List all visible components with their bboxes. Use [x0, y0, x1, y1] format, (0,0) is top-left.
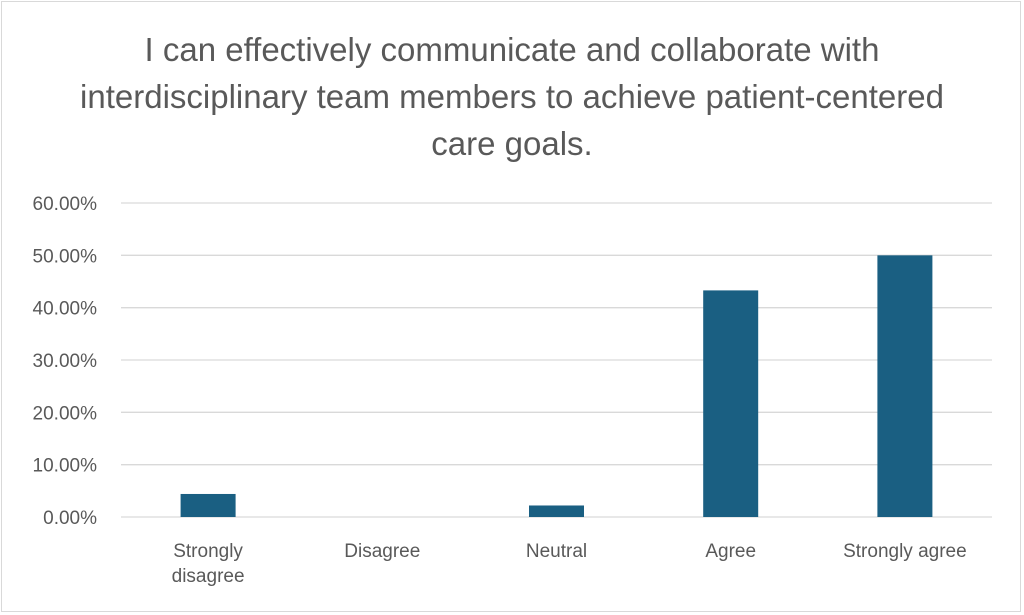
x-tick-label: Disagree	[344, 541, 420, 562]
x-tick-label: Strongly disagree	[172, 541, 245, 587]
x-tick-label: Agree	[705, 541, 756, 562]
y-tick-label: 30.00%	[33, 351, 98, 372]
y-tick-label: 10.00%	[33, 456, 98, 477]
bar-strongly-agree	[877, 255, 933, 518]
x-tick-label: Strongly agree	[843, 541, 967, 562]
x-tick-label: Neutral	[526, 541, 587, 562]
chart-title: I can effectively communicate and collab…	[80, 31, 944, 162]
y-tick-label: 60.00%	[33, 194, 98, 215]
bar-strongly-disagree	[180, 493, 236, 517]
y-tick-label: 0.00%	[43, 508, 97, 529]
y-tick-label: 50.00%	[33, 246, 98, 267]
bar-agree	[703, 290, 759, 517]
bar-neutral	[529, 505, 584, 517]
y-tick-label: 20.00%	[33, 403, 98, 424]
y-tick-label: 40.00%	[33, 299, 98, 320]
